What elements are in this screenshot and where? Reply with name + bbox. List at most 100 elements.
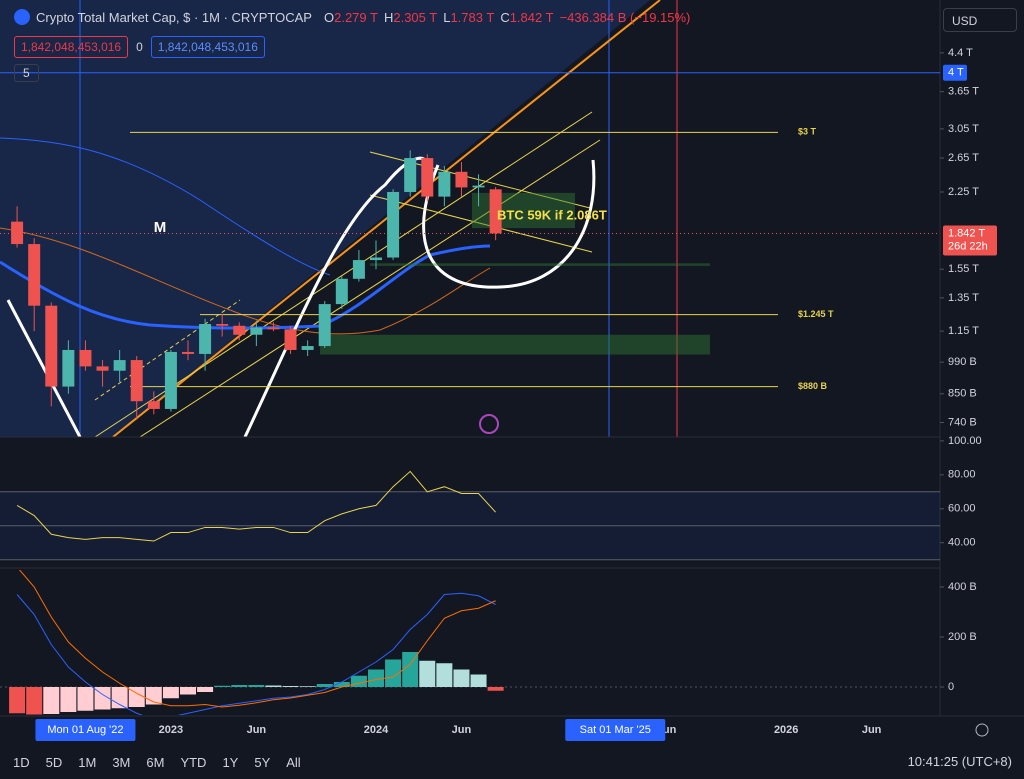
moving-average — [0, 137, 331, 276]
histogram-bar — [299, 686, 316, 687]
histogram-bar — [419, 660, 436, 687]
candle-body — [199, 324, 212, 354]
histogram-bar — [282, 686, 299, 687]
legend: Crypto Total Market Cap, $ · 1M · CRYPTO… — [14, 9, 690, 25]
y-tick-label: 0 — [948, 681, 954, 693]
histogram-bar — [453, 669, 470, 687]
range-button[interactable]: 6M — [146, 754, 165, 770]
price-badge-label: 1.842 T — [948, 227, 985, 239]
currency-select[interactable]: USD — [943, 8, 1017, 32]
candle-body — [404, 158, 417, 192]
candle-body — [370, 257, 382, 261]
histogram-bar — [385, 659, 402, 687]
plot-area — [0, 570, 940, 715]
ohlc-value: 2.305 T — [393, 9, 438, 25]
y-tick-label: 60.00 — [948, 503, 976, 515]
drawings — [0, 0, 678, 437]
sell-button[interactable]: 1,842,048,453,016 — [14, 36, 129, 58]
candle-body — [438, 171, 451, 197]
settings-icon[interactable] — [975, 723, 989, 737]
candle-body — [216, 324, 229, 326]
range-button[interactable]: 3M — [112, 754, 131, 770]
histogram-bar — [316, 684, 333, 687]
range-button[interactable]: 1D — [13, 754, 30, 770]
candle-body — [130, 360, 143, 402]
change: −436.384 B (−19.15%) — [559, 9, 691, 25]
indicators-toggle[interactable]: 5 — [14, 64, 39, 82]
ohlc-value: 2.279 T — [334, 9, 378, 25]
marker-badge-label: 4 T — [948, 67, 964, 79]
candle-body — [182, 351, 194, 354]
candle-body — [11, 221, 24, 245]
y-tick-label: 4.4 T — [948, 47, 973, 59]
y-tick-label: 1.35 T — [948, 292, 979, 304]
range-button[interactable]: 5D — [45, 754, 63, 770]
symbol-title: Crypto Total Market Cap, $ · 1M · CRYPTO… — [36, 9, 312, 25]
range-button[interactable]: 5Y — [254, 754, 271, 770]
channel-line — [94, 111, 593, 437]
ohlc: O2.279 T H2.305 T L1.783 T C1.842 T — [318, 10, 554, 25]
range-button[interactable]: All — [286, 754, 301, 770]
x-tick-label: Jun — [247, 724, 267, 736]
histogram-bar — [248, 685, 265, 687]
crosshair-label: Sat 01 Mar '25 — [580, 724, 651, 736]
histogram-bar — [94, 687, 111, 710]
zone — [320, 334, 710, 355]
plot-area — [0, 470, 940, 561]
zone — [472, 192, 575, 229]
candle-body — [421, 158, 434, 197]
histogram-bar — [162, 687, 179, 699]
candle-body — [250, 327, 263, 335]
ohlc-key: H — [383, 9, 394, 25]
candle-body — [96, 366, 109, 371]
candle-body — [387, 191, 400, 258]
macd-line — [16, 592, 496, 715]
level-label: $880 B — [798, 381, 828, 391]
range-button[interactable]: 1Y — [222, 754, 239, 770]
y-tick-label: 40.00 — [948, 537, 976, 549]
drawing — [422, 159, 596, 289]
histogram-bar — [402, 652, 419, 687]
y-tick-label: 100.00 — [948, 435, 982, 447]
ohlc-key: C — [500, 9, 510, 25]
y-tick-label: 400 B — [948, 581, 977, 593]
ohlc-value: 1.783 T — [450, 9, 495, 25]
ohlc-key: L — [443, 9, 451, 25]
histogram-bar — [60, 687, 77, 712]
candle-body — [113, 360, 126, 371]
trade-row: 1,842,048,453,016 0 1,842,048,453,016 — [14, 36, 265, 58]
level-label: $3 T — [798, 127, 817, 137]
x-tick-label: 2023 — [159, 724, 183, 736]
event-icon[interactable] — [479, 414, 499, 434]
range-buttons: 1D 5D 1M 3M 6M YTD 1Y 5Y All — [0, 753, 304, 772]
range-button[interactable]: 1M — [78, 754, 97, 770]
histogram-bar — [9, 687, 26, 714]
macd-line — [18, 570, 496, 708]
x-tick-label: Jun — [862, 724, 882, 736]
y-tick-label: 740 B — [948, 416, 977, 428]
crosshair-badge — [565, 719, 666, 741]
candle-body — [79, 349, 92, 367]
candle-body — [267, 327, 280, 330]
y-tick-label: 1.55 T — [948, 263, 979, 275]
y-tick-label: 3.65 T — [948, 86, 979, 98]
x-tick-label: 2024 — [364, 724, 389, 736]
histogram-bar — [487, 687, 504, 691]
histogram-bar — [111, 687, 128, 709]
histogram-bar — [26, 687, 43, 715]
wedge-line — [369, 194, 593, 253]
rsi-line — [16, 470, 497, 542]
candle-body — [489, 189, 502, 234]
histogram-bar — [436, 663, 453, 687]
buy-button[interactable]: 1,842,048,453,016 — [150, 36, 265, 58]
histogram-bar — [470, 674, 487, 687]
candle-body — [301, 346, 314, 350]
y-tick-label: 80.00 — [948, 469, 976, 481]
range-button[interactable]: YTD — [180, 754, 207, 770]
candle-body — [62, 349, 75, 387]
y-tick-label: 2.25 T — [948, 186, 979, 198]
ohlc-key: O — [323, 9, 335, 25]
candle-body — [147, 401, 160, 409]
spread: 0 — [136, 40, 143, 54]
